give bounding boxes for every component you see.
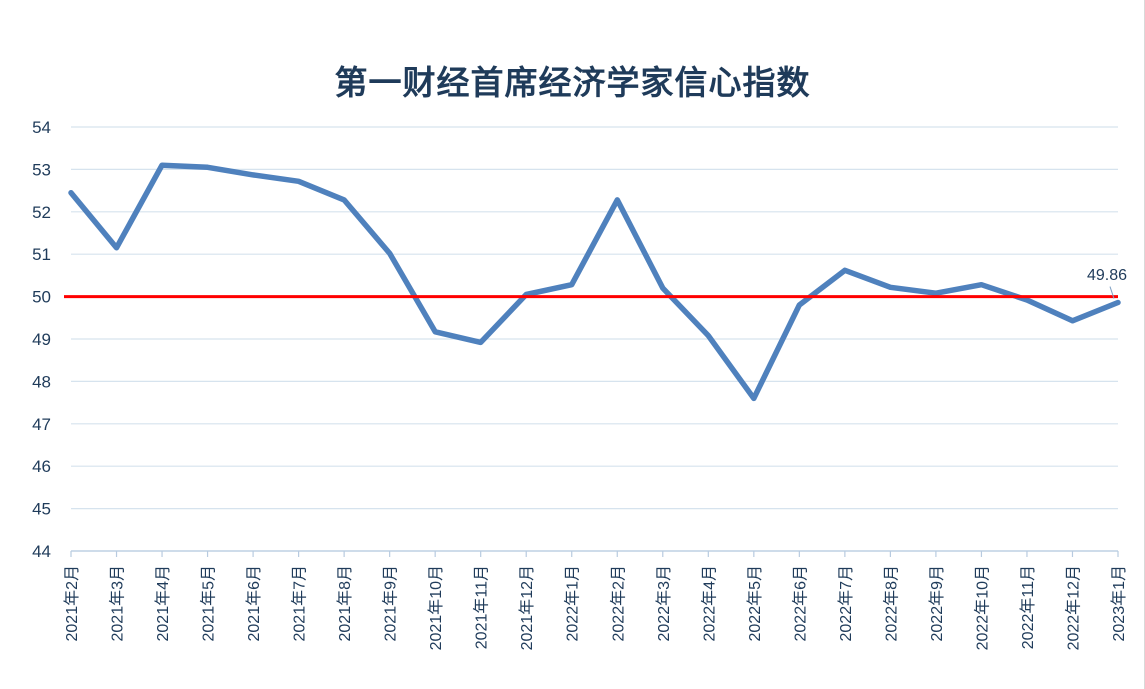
x-tick-label: 2022年4月 <box>700 565 718 642</box>
data-point <box>751 396 756 401</box>
x-tick-label: 2022年11月 <box>1019 565 1037 649</box>
x-tick-label: 2022年10月 <box>973 565 991 650</box>
data-point <box>706 333 711 338</box>
data-point <box>1024 297 1029 302</box>
y-tick-label: 45 <box>32 500 51 519</box>
x-tick-label: 2023年1月 <box>1110 565 1128 642</box>
data-point <box>296 179 301 184</box>
data-point <box>1070 318 1075 323</box>
x-tick-label: 2021年9月 <box>382 565 400 642</box>
y-tick-label: 44 <box>32 542 51 561</box>
data-point <box>478 340 483 345</box>
data-point <box>69 190 74 195</box>
data-point <box>251 172 256 177</box>
y-tick-label: 51 <box>32 245 51 264</box>
x-tick-label: 2022年9月 <box>928 565 946 642</box>
data-point <box>842 268 847 273</box>
data-point <box>933 291 938 296</box>
x-tick-label: 2021年11月 <box>473 565 491 649</box>
data-point <box>979 282 984 287</box>
data-point <box>433 329 438 334</box>
x-tick-label: 2022年8月 <box>882 565 900 642</box>
x-tick-label: 2021年5月 <box>200 565 218 642</box>
y-tick-label: 53 <box>32 160 51 179</box>
data-label-leader <box>1109 286 1115 299</box>
x-tick-label: 2022年1月 <box>564 565 582 642</box>
y-tick-label: 49 <box>32 330 51 349</box>
x-tick-label: 2022年5月 <box>746 565 764 642</box>
x-tick-label: 2021年6月 <box>245 565 263 642</box>
y-tick-label: 52 <box>32 203 51 222</box>
data-point <box>205 165 210 170</box>
y-tick-label: 46 <box>32 457 51 476</box>
x-tick-label: 2021年2月 <box>63 565 81 642</box>
x-tick-label: 2022年12月 <box>1064 565 1082 650</box>
x-tick-label: 2022年7月 <box>837 565 855 642</box>
x-tick-label: 2021年3月 <box>109 565 127 642</box>
data-point <box>615 197 620 202</box>
y-tick-label: 47 <box>32 415 51 434</box>
x-tick-label: 2021年4月 <box>154 565 172 642</box>
chart-title: 第一财经首席经济学家信心指数 <box>334 63 811 102</box>
y-tick-label: 48 <box>32 372 51 391</box>
data-point <box>797 303 802 308</box>
data-point <box>160 163 165 168</box>
data-point <box>569 282 574 287</box>
y-tick-label: 50 <box>32 288 51 307</box>
data-point <box>114 245 119 250</box>
data-point <box>888 285 893 290</box>
x-tick-label: 2021年10月 <box>427 565 445 650</box>
data-point <box>1116 300 1121 305</box>
x-tick-label: 2022年2月 <box>609 565 627 642</box>
data-point <box>387 251 392 256</box>
x-tick-label: 2021年8月 <box>336 565 354 642</box>
x-tick-label: 2021年7月 <box>291 565 309 642</box>
data-point <box>342 197 347 202</box>
series-line <box>68 162 1121 402</box>
data-point <box>660 286 665 291</box>
y-tick-label: 54 <box>32 118 51 137</box>
x-tick-label: 2021年12月 <box>518 565 536 650</box>
x-tick-label: 2022年3月 <box>655 565 673 642</box>
data-label: 49.86 <box>1087 267 1127 284</box>
x-tick-label: 2022年6月 <box>791 565 809 642</box>
